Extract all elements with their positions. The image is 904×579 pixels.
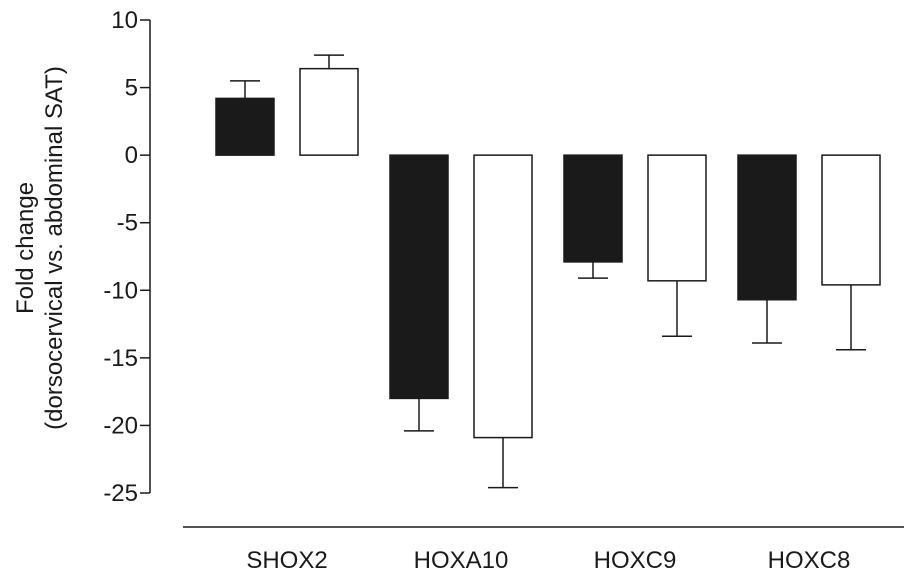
x-axis: SHOX2 HOXA10 HOXC9 HOXC8 xyxy=(183,526,904,574)
bar-shox2-series1 xyxy=(215,97,275,156)
category-label: HOXC9 xyxy=(594,547,677,574)
bar-hoxc9-series1 xyxy=(563,154,623,263)
y-axis-title-line1: Fold change xyxy=(12,182,39,314)
y-axis: 10 5 0 -5 -10 -15 -20 -25 xyxy=(103,7,151,507)
y-tick-label: -15 xyxy=(103,345,138,372)
y-tick-label: 0 xyxy=(125,142,138,169)
bar-shox2-series2 xyxy=(299,67,359,156)
y-tick-label: 5 xyxy=(125,75,138,102)
bar-hoxc8-series1 xyxy=(737,154,797,301)
bar-hoxa10-series2 xyxy=(473,154,533,439)
y-tick-label: -25 xyxy=(103,480,138,507)
category-label: HOXA10 xyxy=(414,547,509,574)
category-label: SHOX2 xyxy=(246,547,327,574)
bar-hoxc8-series2 xyxy=(821,154,881,286)
plot-area xyxy=(215,54,881,489)
y-tick-label: -10 xyxy=(103,277,138,304)
bar-hoxc9-series2 xyxy=(647,154,707,282)
y-tick-label: 10 xyxy=(111,7,138,34)
y-tick-label: -5 xyxy=(117,210,138,237)
bar-hoxa10-series1 xyxy=(389,154,449,400)
y-axis-title-line2: (dorsocervical vs. abdominal SAT) xyxy=(41,66,68,430)
y-tick-label: -20 xyxy=(103,412,138,439)
category-label: HOXC8 xyxy=(768,547,851,574)
